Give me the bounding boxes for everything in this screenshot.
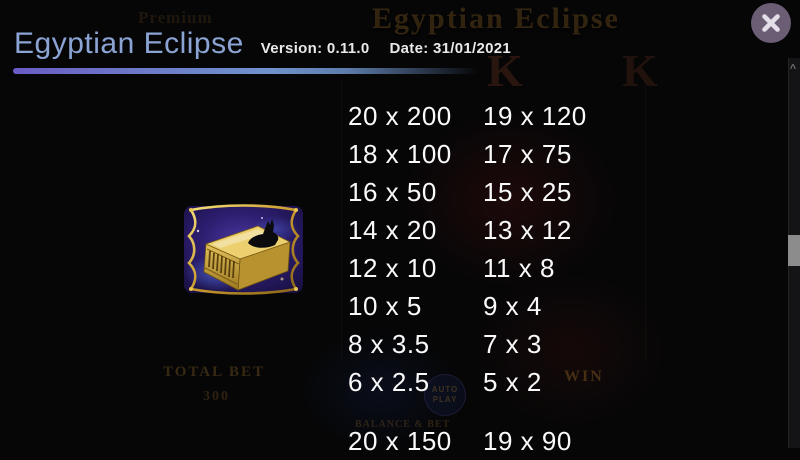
- paytable-value: 8 x 3.5: [348, 328, 430, 359]
- paytable-value: 20 x 200: [348, 100, 452, 131]
- anubis-chest-symbol-icon: [184, 204, 303, 295]
- date-label: Date: 31/01/2021: [389, 40, 512, 57]
- total-bet-label: TOTAL BET: [163, 364, 266, 380]
- paytable-value: 16 x 50: [348, 176, 437, 207]
- paytable-row: 16 x 50 15 x 25: [348, 173, 587, 211]
- paytable-value: 6 x 2.5: [348, 366, 430, 397]
- modal-header: Egyptian Eclipse Version: 0.11.0 Date: 3…: [14, 27, 511, 61]
- game-logo-text: Egyptian Eclipse: [372, 2, 620, 35]
- paytable-value: 9 x 4: [483, 290, 542, 321]
- paytable-value: 19 x 90: [483, 425, 572, 456]
- page-title: Egyptian Eclipse: [14, 27, 244, 60]
- reel-symbol-k: K: [487, 45, 523, 96]
- paytable-value: 15 x 25: [483, 176, 572, 207]
- paytable-row: 20 x 200 19 x 120: [348, 97, 587, 135]
- scroll-up-arrow-icon[interactable]: ^: [789, 63, 797, 75]
- version-label: Version: 0.11.0: [260, 40, 370, 57]
- balance-bet-label: BALANCE & BET: [355, 419, 451, 430]
- paytable: 20 x 200 19 x 120 18 x 100 17 x 75 16 x …: [348, 97, 587, 460]
- scrollbar-thumb[interactable]: [788, 235, 800, 266]
- paytable-value: 13 x 12: [483, 214, 572, 245]
- paytable-row: 20 x 150 19 x 90: [348, 422, 587, 460]
- paytable-row: 14 x 20 13 x 12: [348, 211, 587, 249]
- paytable-row: 8 x 3.5 7 x 3: [348, 325, 587, 363]
- header-underline: [13, 68, 478, 74]
- win-label: WIN: [564, 368, 604, 385]
- reel-symbol-k: K: [622, 45, 658, 96]
- close-icon: [762, 14, 780, 32]
- paytable-value: 5 x 2: [483, 366, 542, 397]
- paytable-row: 6 x 2.5 5 x 2: [348, 363, 587, 401]
- paytable-value: 7 x 3: [483, 328, 542, 359]
- paytable-value: 14 x 20: [348, 214, 437, 245]
- autoplay-button: AUTO PLAY: [424, 374, 466, 416]
- close-button[interactable]: [751, 3, 791, 43]
- reel-divider: [645, 80, 646, 360]
- paytable-row: 18 x 100 17 x 75: [348, 135, 587, 173]
- paytable-value: 12 x 10: [348, 252, 437, 283]
- paytable-value: 17 x 75: [483, 138, 572, 169]
- paytable-overlay: Egyptian Eclipse Version: 0.11.0 Date: 3…: [13, 3, 800, 456]
- paytable-row: 10 x 5 9 x 4: [348, 287, 587, 325]
- paytable-value: 19 x 120: [483, 100, 587, 131]
- paytable-value: 10 x 5: [348, 290, 422, 321]
- reel-divider: [341, 80, 342, 360]
- paytable-row: 12 x 10 11 x 8: [348, 249, 587, 287]
- total-bet-value: 300: [203, 389, 230, 404]
- paytable-value: 18 x 100: [348, 138, 452, 169]
- premium-badge: Premium: [138, 8, 213, 27]
- paytable-value: 11 x 8: [483, 252, 555, 283]
- paytable-value: 20 x 150: [348, 425, 452, 456]
